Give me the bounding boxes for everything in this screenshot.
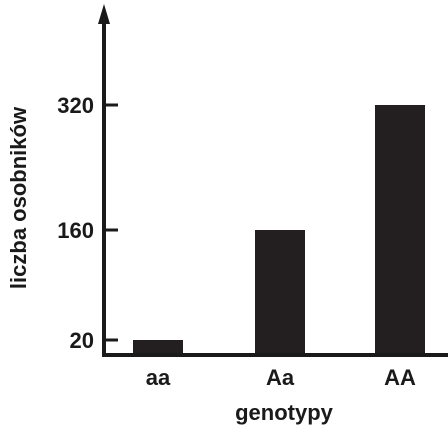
x-labels-group: aa Aa AA	[146, 365, 416, 390]
bars-group	[133, 105, 425, 353]
bar-aa	[133, 340, 183, 353]
y-tick-label-320: 320	[57, 93, 94, 118]
y-ticks-group: 20 160 320	[57, 93, 118, 353]
y-axis-arrow-icon	[98, 4, 110, 24]
bar-AA	[375, 105, 425, 353]
bar-Aa	[255, 230, 305, 353]
y-tick-label-160: 160	[57, 218, 94, 243]
x-tick-label-AA: AA	[384, 365, 416, 390]
x-axis-title: genotypy	[235, 400, 334, 425]
x-tick-label-aa: aa	[146, 365, 171, 390]
x-tick-label-Aa: Aa	[266, 365, 295, 390]
y-tick-label-20: 20	[70, 328, 94, 353]
y-axis-title: liczba osobników	[6, 106, 31, 289]
